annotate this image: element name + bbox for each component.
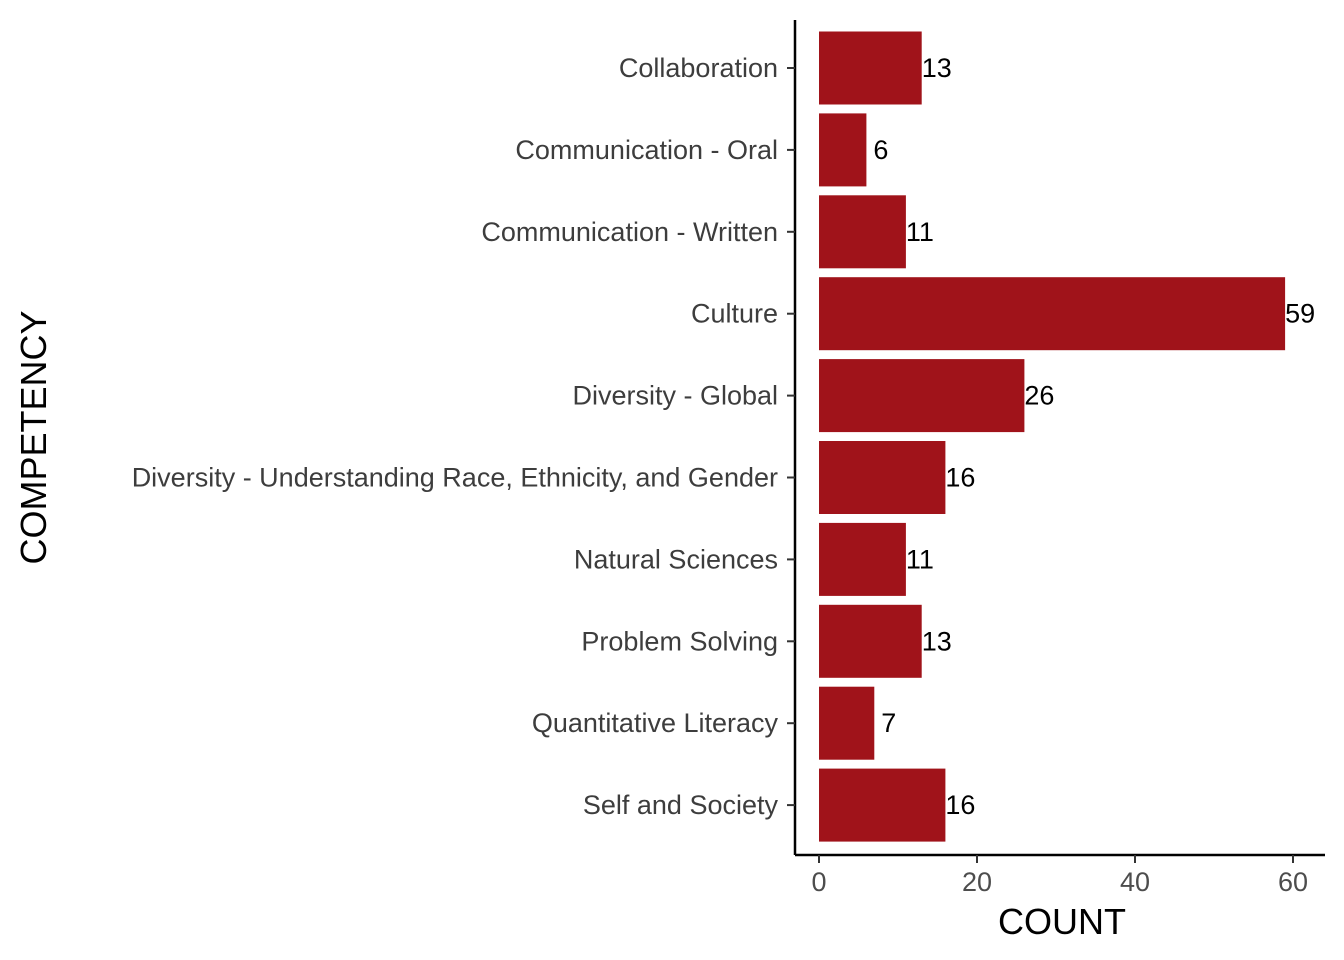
value-labels-group: 13 6 11 59 26 16 11 13 7 16 <box>873 53 1315 820</box>
y-tick-label: Diversity - Understanding Race, Ethnicit… <box>132 463 778 493</box>
value-label: 13 <box>922 53 952 83</box>
y-tick-label: Communication - Oral <box>515 135 778 165</box>
x-tick-label: 60 <box>1278 867 1308 897</box>
value-label: 7 <box>881 708 896 738</box>
y-tick-label: Quantitative Literacy <box>532 708 779 738</box>
y-tick-label: Diversity - Global <box>572 381 778 411</box>
bar <box>819 195 906 269</box>
bars-group <box>819 31 1286 842</box>
x-tick-label: 0 <box>811 867 826 897</box>
y-tick-label: Culture <box>691 299 778 329</box>
y-axis: Collaboration Communication - Oral Communi… <box>132 20 797 855</box>
bar <box>819 441 946 514</box>
bar <box>819 113 867 187</box>
x-tick-label: 40 <box>1120 867 1150 897</box>
value-label: 26 <box>1024 381 1054 411</box>
bar <box>819 277 1286 351</box>
x-axis: 0 20 40 60 <box>795 853 1325 897</box>
y-tick-label: Collaboration <box>619 53 778 83</box>
bar <box>819 31 922 105</box>
x-axis-title: COUNT <box>998 901 1126 942</box>
y-tick-label: Natural Sciences <box>574 544 778 574</box>
x-tick-label: 20 <box>962 867 992 897</box>
value-label: 13 <box>922 626 952 656</box>
y-tick-label: Problem Solving <box>581 626 778 656</box>
bar <box>819 522 906 596</box>
value-label: 11 <box>906 544 934 574</box>
bar <box>819 359 1025 433</box>
bar <box>819 686 875 760</box>
bar <box>819 768 946 842</box>
y-tick-label: Self and Society <box>583 790 779 820</box>
value-label: 16 <box>945 463 975 493</box>
value-label: 16 <box>945 790 975 820</box>
y-tick-label: Communication - Written <box>481 217 778 247</box>
value-label: 6 <box>873 135 888 165</box>
value-label: 59 <box>1285 299 1315 329</box>
bar <box>819 604 922 678</box>
value-label: 11 <box>906 217 934 247</box>
y-axis-title: COMPETENCY <box>13 310 54 564</box>
